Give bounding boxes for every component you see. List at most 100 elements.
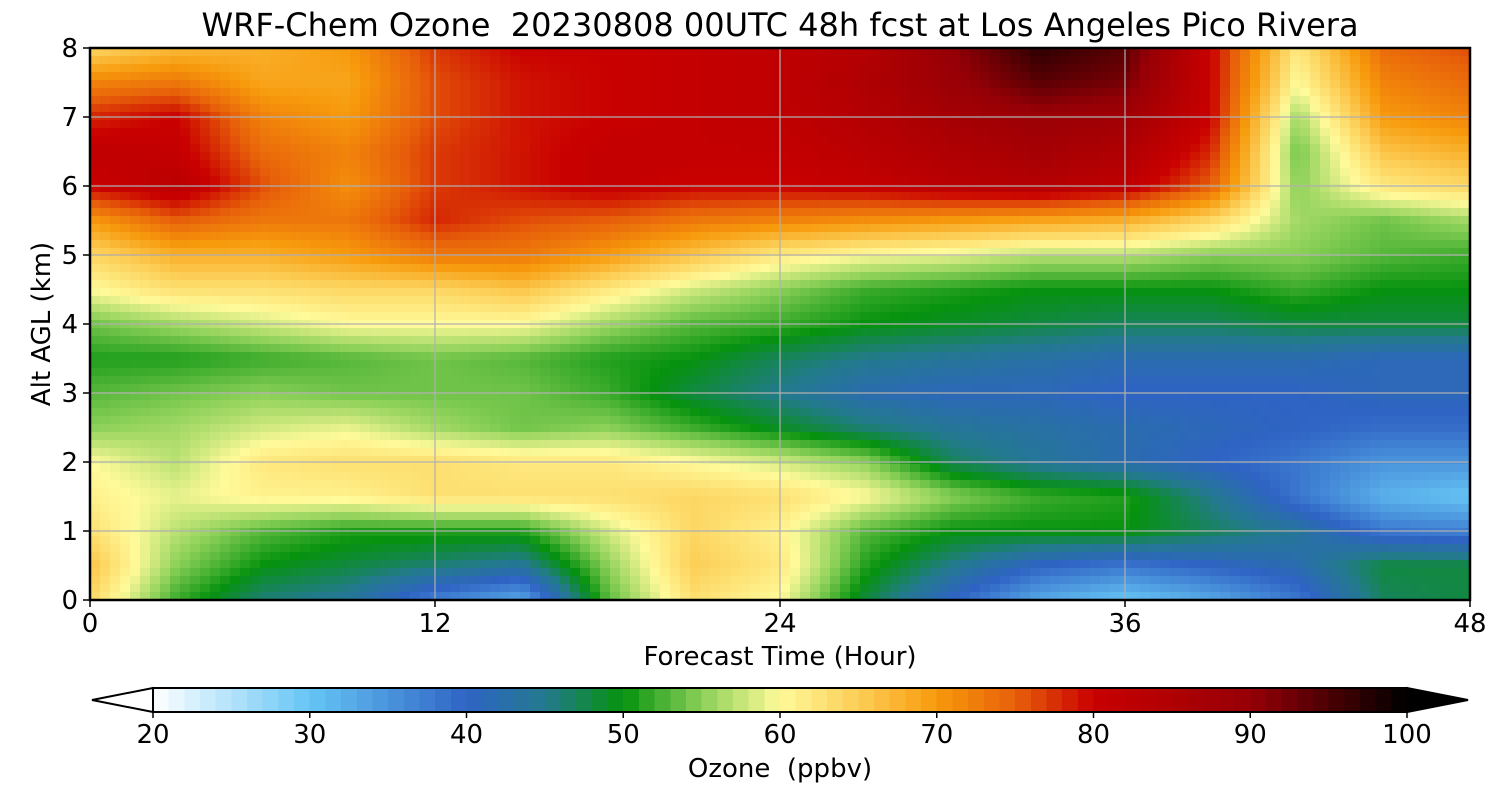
heatmap-cell xyxy=(130,472,141,481)
heatmap-cell xyxy=(760,328,771,337)
heatmap-cell xyxy=(460,352,471,361)
heatmap-cell xyxy=(570,504,581,513)
heatmap-cell xyxy=(360,224,371,233)
heatmap-cell xyxy=(710,480,721,489)
heatmap-cell xyxy=(620,528,631,537)
heatmap-cell xyxy=(440,304,451,313)
heatmap-cell xyxy=(670,464,681,473)
heatmap-cell xyxy=(100,480,111,489)
heatmap-cell xyxy=(310,88,321,97)
heatmap-cell xyxy=(550,576,561,585)
heatmap-cell xyxy=(390,248,401,257)
heatmap-cell xyxy=(460,184,471,193)
heatmap-cell xyxy=(680,104,691,113)
heatmap-cell xyxy=(120,200,131,209)
heatmap-cell xyxy=(550,384,561,393)
heatmap-cell xyxy=(350,424,361,433)
heatmap-cell xyxy=(470,104,481,113)
heatmap-cell xyxy=(270,456,281,465)
heatmap-cell xyxy=(660,528,671,537)
heatmap-cell xyxy=(470,256,481,265)
heatmap-cell xyxy=(200,488,211,497)
heatmap-cell xyxy=(640,344,651,353)
heatmap-cell xyxy=(140,360,151,369)
heatmap-cell xyxy=(140,504,151,513)
heatmap-cell xyxy=(400,512,411,521)
heatmap-cell xyxy=(260,552,271,561)
heatmap-cell xyxy=(240,456,251,465)
heatmap-cell xyxy=(290,104,301,113)
heatmap-cell xyxy=(710,280,721,289)
heatmap-cell xyxy=(630,432,641,441)
heatmap-cell xyxy=(670,184,681,193)
heatmap-cell xyxy=(670,544,681,553)
heatmap-cell xyxy=(420,432,431,441)
heatmap-cell xyxy=(520,288,531,297)
heatmap-cell xyxy=(800,152,811,161)
heatmap-cell xyxy=(600,584,611,593)
heatmap-cell xyxy=(200,432,211,441)
heatmap-cell xyxy=(590,448,601,457)
heatmap-cell xyxy=(360,528,371,537)
heatmap-cell xyxy=(240,288,251,297)
heatmap-cell xyxy=(590,48,601,57)
heatmap-cell xyxy=(650,240,661,249)
heatmap-cell xyxy=(340,56,351,65)
heatmap-cell xyxy=(750,416,761,425)
heatmap-cell xyxy=(620,168,631,177)
heatmap-cell xyxy=(550,496,561,505)
heatmap-cell xyxy=(650,248,661,257)
heatmap-cell xyxy=(250,288,261,297)
heatmap-cell xyxy=(760,504,771,513)
heatmap-cell xyxy=(480,216,491,225)
heatmap-cell xyxy=(450,256,461,265)
heatmap-cell xyxy=(400,400,411,409)
heatmap-cell xyxy=(170,416,181,425)
heatmap-cell xyxy=(450,72,461,81)
heatmap-cell xyxy=(470,176,481,185)
heatmap-cell xyxy=(400,152,411,161)
heatmap-cell xyxy=(110,464,121,473)
heatmap-cell xyxy=(740,48,751,57)
heatmap-cell xyxy=(340,64,351,73)
heatmap-cell xyxy=(220,392,231,401)
heatmap-cell xyxy=(100,528,111,537)
heatmap-cell xyxy=(460,480,471,489)
heatmap-cell xyxy=(490,496,501,505)
heatmap-cell xyxy=(230,272,241,281)
heatmap-cell xyxy=(130,360,141,369)
heatmap-cell xyxy=(780,376,791,385)
heatmap-cell xyxy=(670,56,681,65)
heatmap-cell xyxy=(380,496,391,505)
heatmap-cell xyxy=(110,192,121,201)
heatmap-cell xyxy=(340,496,351,505)
heatmap-cell xyxy=(480,464,491,473)
heatmap-cell xyxy=(750,576,761,585)
heatmap-cell xyxy=(360,144,371,153)
heatmap-cell xyxy=(490,328,501,337)
heatmap-cell xyxy=(410,552,421,561)
heatmap-cell xyxy=(220,464,231,473)
heatmap-cell xyxy=(190,64,201,73)
heatmap-cell xyxy=(250,312,261,321)
heatmap-cell xyxy=(780,112,791,121)
heatmap-cell xyxy=(220,128,231,137)
heatmap-cell xyxy=(380,248,391,257)
heatmap-cell xyxy=(600,168,611,177)
heatmap-cell xyxy=(620,48,631,57)
heatmap-cell xyxy=(350,352,361,361)
heatmap-cell xyxy=(200,224,211,233)
heatmap-cell xyxy=(320,216,331,225)
heatmap-cell xyxy=(490,560,501,569)
heatmap-cell xyxy=(680,472,691,481)
heatmap-cell xyxy=(570,312,581,321)
heatmap-cell xyxy=(510,64,521,73)
heatmap-cell xyxy=(390,560,401,569)
heatmap-cell xyxy=(330,368,341,377)
heatmap-cell xyxy=(250,200,261,209)
heatmap-cell xyxy=(290,528,301,537)
heatmap-cell xyxy=(350,232,361,241)
heatmap-cell xyxy=(610,440,621,449)
heatmap-cell xyxy=(670,224,681,233)
heatmap-cell xyxy=(460,208,471,217)
